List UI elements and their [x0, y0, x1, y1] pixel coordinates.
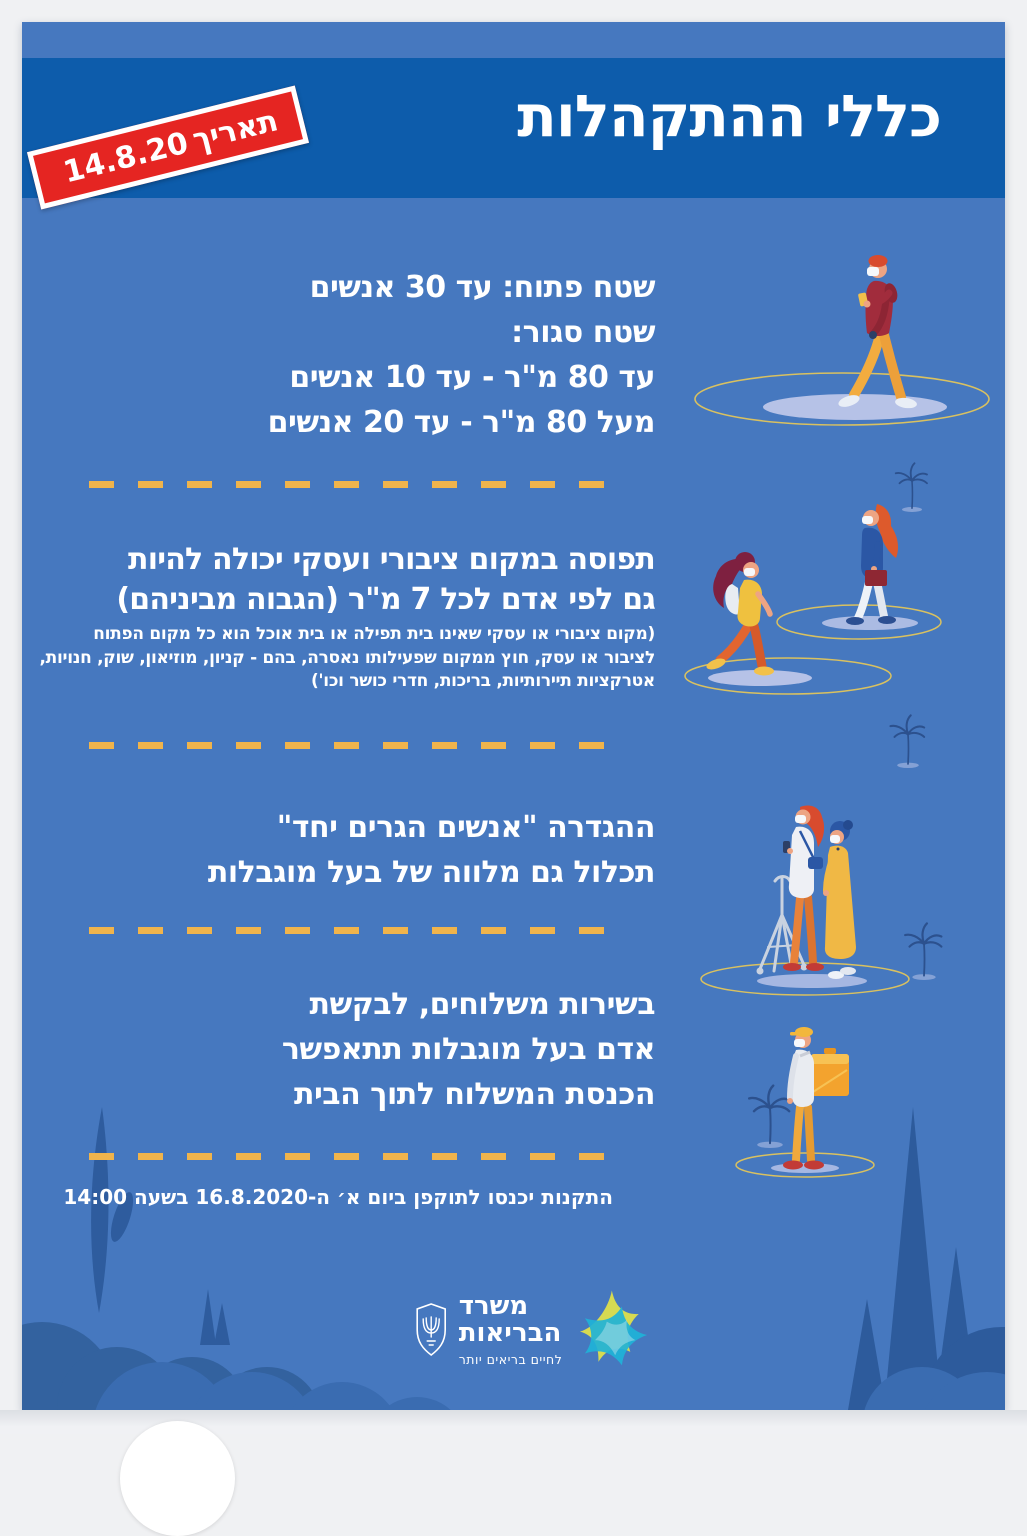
living-together-line: ההגדרה "אנשים הגרים יחד": [276, 810, 656, 845]
section-divider: [89, 927, 606, 934]
caregiver-companion-illustration: [700, 805, 943, 996]
capacity-line: שטח סגור:: [511, 315, 655, 350]
masked-walking-person: [838, 255, 917, 409]
delivery-line: אדם בעל מוגבלות תתאפשר: [281, 1032, 656, 1067]
elder-woman-yellow-dress: [823, 820, 856, 979]
tree-silhouette: [848, 1299, 886, 1410]
walking-person-illustration: [694, 255, 990, 426]
occupancy-heading-line: תפוסה במקום ציבורי ועסקי יכולה להיות: [128, 542, 656, 577]
woman-with-briefcase: [846, 504, 899, 625]
capacity-line: מעל 80 מ"ר - עד 20 אנשים: [267, 405, 656, 440]
section-delivery: בשירות משלוחים, לבקשת אדם בעל מוגבלות תת…: [42, 982, 656, 1117]
distance-circle: [684, 657, 892, 695]
ministry-name-line: משרד: [458, 1291, 529, 1321]
ground-shadow: [757, 974, 867, 988]
grass-spike: [214, 1303, 230, 1345]
small-leaf: [110, 1192, 134, 1242]
section-occupancy-note: (מקום ציבורי או עסקי שאינו בית תפילה או …: [39, 623, 655, 694]
bush-cloud-left: [22, 1322, 451, 1410]
occupancy-note-line: (מקום ציבורי או עסקי שאינו בית תפילה או …: [93, 624, 655, 644]
bush-cloud-right: [864, 1327, 1005, 1410]
section-living-together: ההגדרה "אנשים הגרים יחד" תכלול גם מלווה …: [42, 805, 656, 895]
woman-with-tote-bag: [706, 552, 774, 676]
distance-circle: [694, 372, 990, 426]
grass-spike: [200, 1289, 216, 1345]
ministry-name-line: הבריאות: [458, 1318, 562, 1348]
delivery-line: בשירות משלוחים, לבקשת: [309, 987, 655, 1022]
occupancy-note-line: אטרקציות תיירותיות, בריכות, חדרי כושר וכ…: [310, 671, 655, 691]
masked-courier-with-delivery-box: [783, 1027, 849, 1170]
distanced-people-illustration: [684, 462, 942, 768]
ministry-tagline: לחיים בריאים יותר: [458, 1352, 563, 1367]
gathering-rules-poster: כללי ההתקהלות תאריך14.8.20 שטח פתוח: עד …: [22, 22, 1005, 1410]
section-capacity-limits: שטח פתוח: עד 30 אנשים שטח סגור: עד 80 מ"…: [42, 265, 656, 445]
israel-state-emblem-icon: [415, 1303, 446, 1357]
section-divider: [89, 742, 606, 749]
date-stamp-label: תאריך: [189, 103, 282, 159]
palm-plant: [889, 714, 926, 768]
occupancy-heading-line: גם לפי אדם לכל 7 מ"ר (הגבוה מביניהם): [116, 582, 655, 617]
palm-plant: [748, 1084, 791, 1148]
health-ministry-star-icon: [580, 1290, 648, 1366]
ministry-of-health-logo: משרד הבריאות לחיים בריאים יותר: [414, 1284, 658, 1376]
effective-date-note: התקנות יכנסו לתוקפן ביום א׳ ה-16.8.2020 …: [63, 1185, 613, 1209]
distance-circle: [700, 962, 910, 996]
delivery-line: הכנסת המשלוח לתוך הבית: [293, 1077, 656, 1112]
ministry-logo-text: משרד הבריאות לחיים בריאים יותר: [458, 1291, 563, 1368]
palm-plant: [904, 922, 943, 980]
capacity-line: שטח פתוח: עד 30 אנשים: [309, 270, 656, 305]
living-together-line: תכלול גם מלווה של בעל מוגבלות: [207, 855, 656, 890]
poster-title: כללי ההתקהלות: [517, 82, 942, 150]
section-occupancy-rule: תפוסה במקום ציבורי ועסקי יכולה להיות גם …: [42, 540, 655, 620]
tree-silhouette: [884, 1107, 942, 1410]
occupancy-note-line: לציבור או עסק, חוץ ממקום שפעילותו נאסרה,…: [39, 647, 655, 668]
ground-shadow: [708, 670, 812, 686]
floating-button-partial: [120, 1421, 235, 1536]
delivery-courier-illustration: [735, 1027, 875, 1178]
ground-shadow: [822, 616, 918, 630]
section-divider: [89, 1153, 606, 1160]
page: { "poster": { "title": "כללי ההתקהלות", …: [0, 22, 1027, 1536]
palm-plant: [894, 462, 928, 512]
section-divider: [89, 481, 606, 488]
tall-leaf: [91, 1107, 109, 1313]
caregiver-with-phone: [783, 805, 825, 971]
capacity-line: עד 80 מ"ר - עד 10 אנשים: [289, 360, 655, 395]
background-foliage: [22, 1107, 1005, 1410]
distance-circle: [735, 1152, 875, 1178]
